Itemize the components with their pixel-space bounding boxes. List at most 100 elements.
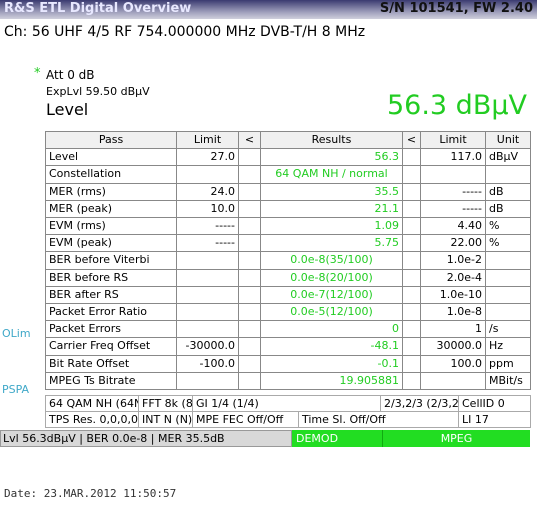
empty-cell — [238, 354, 261, 373]
cell-result: 64 QAM NH / normal — [260, 165, 403, 184]
cell-low — [176, 303, 239, 322]
cell-unit: MBit/s — [485, 371, 531, 390]
empty-cell — [402, 148, 421, 167]
cell-result: 1.09 — [260, 217, 403, 236]
cell-name: MER (rms) — [45, 182, 177, 201]
empty-cell — [402, 199, 421, 218]
title: R&S ETL Digital Overview — [4, 1, 192, 16]
cell-low: 27.0 — [176, 148, 239, 167]
cell-unit: dB — [485, 199, 531, 218]
cell-unit — [485, 303, 531, 322]
exp-level: ExpLvl 59.50 dBµV — [46, 85, 150, 98]
column-header: Limit — [420, 131, 486, 150]
empty-cell — [402, 165, 421, 184]
status-mpeg: MPEG — [382, 430, 530, 447]
cell-high: 100.0 — [420, 354, 486, 373]
cell-low: 10.0 — [176, 199, 239, 218]
cell-result: 19.905881 — [260, 371, 403, 390]
cell-unit: Hz — [485, 337, 531, 356]
cell-unit: % — [485, 217, 531, 236]
cell-high: ----- — [420, 182, 486, 201]
cell-low — [176, 251, 239, 270]
cell-high: ----- — [420, 199, 486, 218]
cell-name: BER before RS — [45, 268, 177, 287]
info-cell: MPE FEC Off/Off — [192, 411, 299, 428]
cell-low: ----- — [176, 217, 239, 236]
column-header: Pass — [45, 131, 177, 150]
cell-unit — [485, 268, 531, 287]
cell-result: 0.0e-8(35/100) — [260, 251, 403, 270]
info-cell: 64 QAM NH (64NH) — [45, 395, 139, 412]
column-header: Results — [260, 131, 403, 150]
att-star: * — [34, 66, 41, 81]
cell-low: ----- — [176, 234, 239, 253]
date: Date: 23.MAR.2012 11:50:57 — [4, 487, 177, 500]
cell-result: 0 — [260, 320, 403, 339]
empty-cell — [238, 165, 261, 184]
cell-unit — [485, 165, 531, 184]
empty-cell — [402, 354, 421, 373]
cell-name: Bit Rate Offset — [45, 354, 177, 373]
cell-low: 24.0 — [176, 182, 239, 201]
title-bar — [0, 0, 537, 19]
cell-low — [176, 285, 239, 304]
level-value: 56.3 dBµV — [386, 90, 527, 121]
cell-name: EVM (rms) — [45, 217, 177, 236]
cell-unit: /s — [485, 320, 531, 339]
level-label: Level — [46, 100, 89, 119]
cell-name: EVM (peak) — [45, 234, 177, 253]
cell-low — [176, 371, 239, 390]
cell-name: Constellation — [45, 165, 177, 184]
empty-cell — [238, 303, 261, 322]
cell-high: 1.0e-10 — [420, 285, 486, 304]
cell-result: 5.75 — [260, 234, 403, 253]
cell-result: 21.1 — [260, 199, 403, 218]
cell-name: BER before Viterbi — [45, 251, 177, 270]
empty-cell — [402, 251, 421, 270]
cell-name: BER after RS — [45, 285, 177, 304]
info-cell: GI 1/4 (1/4) — [192, 395, 381, 412]
cell-high: 2.0e-4 — [420, 268, 486, 287]
column-header: < — [238, 131, 261, 150]
info-cell: CellID 0 — [458, 395, 531, 412]
empty-cell — [238, 148, 261, 167]
cell-low: -100.0 — [176, 354, 239, 373]
info-cell: TPS Res. 0,0,0,0 — [45, 411, 139, 428]
olim: OLim — [2, 327, 31, 340]
cell-unit — [485, 285, 531, 304]
cell-unit — [485, 251, 531, 270]
cell-result: 0.0e-5(12/100) — [260, 303, 403, 322]
empty-cell — [402, 217, 421, 236]
column-header: Limit — [176, 131, 239, 150]
cell-name: MPEG Ts Bitrate — [45, 371, 177, 390]
att: Att 0 dB — [46, 68, 95, 82]
cell-low: -30000.0 — [176, 337, 239, 356]
cell-result: 0.0e-8(20/100) — [260, 268, 403, 287]
cell-unit: dB — [485, 182, 531, 201]
cell-high: 4.40 — [420, 217, 486, 236]
empty-cell — [402, 268, 421, 287]
empty-cell — [402, 303, 421, 322]
cell-name: MER (peak) — [45, 199, 177, 218]
empty-cell — [238, 251, 261, 270]
cell-high: 30000.0 — [420, 337, 486, 356]
info-cell: Time Sl. Off/Off — [298, 411, 459, 428]
empty-cell — [238, 285, 261, 304]
pspa: PSPA — [2, 383, 30, 396]
empty-cell — [402, 320, 421, 339]
info-cell: INT N (N) — [138, 411, 193, 428]
cell-unit: dBµV — [485, 148, 531, 167]
empty-cell — [402, 182, 421, 201]
empty-cell — [238, 217, 261, 236]
status-demod: DEMOD — [292, 430, 382, 447]
cell-name: Packet Error Ratio — [45, 303, 177, 322]
cell-high: 1.0e-8 — [420, 303, 486, 322]
empty-cell — [238, 268, 261, 287]
cell-unit: ppm — [485, 354, 531, 373]
empty-cell — [238, 371, 261, 390]
cell-unit: % — [485, 234, 531, 253]
channel: Ch: 56 UHF 4/5 RF 754.000000 MHz DVB-T/H… — [4, 24, 366, 40]
cell-result: 0.0e-7(12/100) — [260, 285, 403, 304]
info-cell: LI 17 — [458, 411, 531, 428]
empty-cell — [238, 337, 261, 356]
